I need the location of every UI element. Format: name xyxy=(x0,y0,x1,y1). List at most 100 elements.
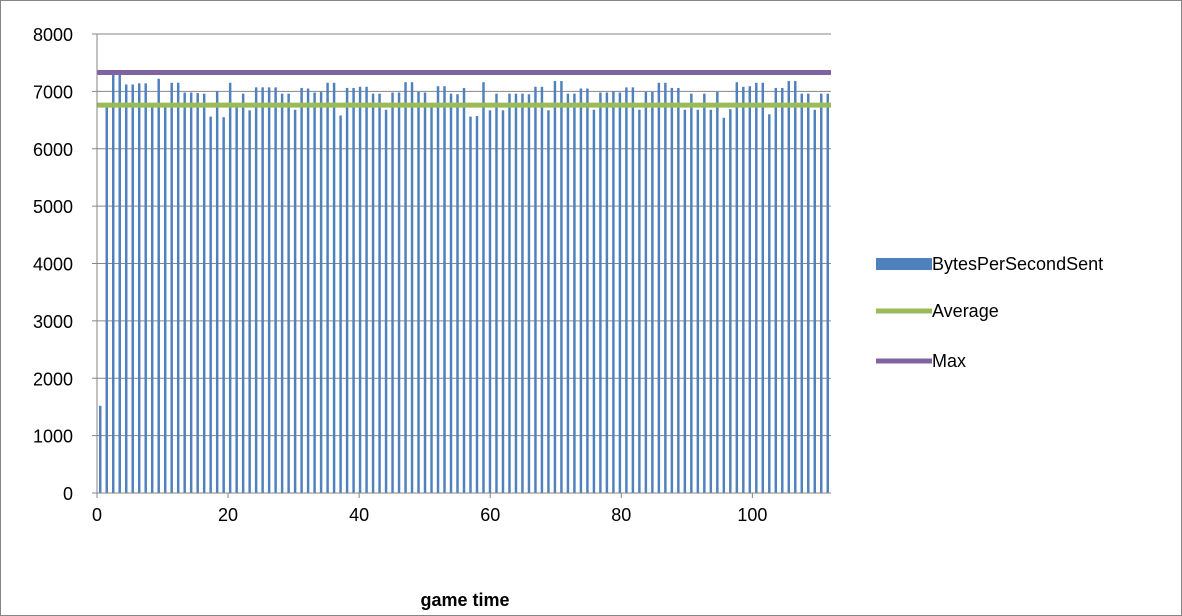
bar xyxy=(794,81,797,494)
x-tick-label: 40 xyxy=(349,505,369,525)
bar xyxy=(813,109,816,494)
x-tick-label: 80 xyxy=(611,505,631,525)
bar xyxy=(423,92,427,494)
bar xyxy=(261,87,264,493)
bar xyxy=(313,92,316,494)
bar xyxy=(599,92,602,494)
bar xyxy=(99,405,102,493)
bar xyxy=(332,82,336,494)
bar xyxy=(358,86,362,493)
bar xyxy=(228,82,232,494)
bar xyxy=(735,82,739,493)
bar xyxy=(144,83,147,493)
bar xyxy=(540,86,544,493)
bar xyxy=(521,93,524,494)
bar xyxy=(677,87,680,494)
bar xyxy=(410,82,414,493)
bar xyxy=(326,82,329,494)
bar xyxy=(157,78,160,493)
bar xyxy=(495,93,498,494)
bar xyxy=(163,104,167,493)
bar xyxy=(443,86,446,494)
bar xyxy=(618,92,622,494)
bar xyxy=(319,91,323,493)
reference-lines xyxy=(97,69,831,108)
legend-label: Max xyxy=(932,351,966,371)
bar xyxy=(644,91,648,493)
legend-label: Average xyxy=(932,301,999,321)
y-tick-label: 7000 xyxy=(33,82,73,102)
bar xyxy=(267,87,271,493)
bar xyxy=(378,93,381,494)
bar xyxy=(209,116,212,494)
bar xyxy=(170,82,173,494)
bar xyxy=(183,92,186,494)
axes xyxy=(92,33,831,498)
bar xyxy=(690,93,693,494)
bar xyxy=(248,110,251,493)
bar xyxy=(456,94,459,494)
bar xyxy=(222,117,225,493)
bar xyxy=(254,87,258,493)
bar xyxy=(293,109,297,494)
bar xyxy=(384,109,388,494)
bar xyxy=(807,93,810,494)
x-tick-labels: 0 20 40 60 80 100 xyxy=(92,505,767,525)
bar xyxy=(202,93,206,494)
bar xyxy=(703,93,706,494)
bar xyxy=(196,93,199,493)
y-tick-labels: 0 1000 2000 3000 4000 5000 6000 7000 8000 xyxy=(33,25,73,504)
bar xyxy=(534,86,537,493)
legend-swatch-bar xyxy=(876,258,932,270)
bar xyxy=(787,81,791,494)
bar xyxy=(560,81,563,494)
bar xyxy=(430,103,433,493)
bar xyxy=(235,104,238,493)
y-tick-label: 0 xyxy=(63,484,73,504)
y-tick-label: 3000 xyxy=(33,312,73,332)
bar xyxy=(625,87,628,493)
bar xyxy=(482,82,485,493)
bar xyxy=(664,82,667,494)
bar xyxy=(631,87,635,493)
bar xyxy=(553,81,557,494)
y-tick-label: 5000 xyxy=(33,197,73,217)
bar xyxy=(339,115,342,493)
bar xyxy=(436,86,440,494)
bar xyxy=(105,105,108,494)
bar xyxy=(352,87,355,494)
bar xyxy=(137,83,141,493)
bar xyxy=(131,84,134,494)
bar xyxy=(462,87,466,494)
bar xyxy=(176,82,180,494)
bar xyxy=(404,82,407,493)
bar xyxy=(800,93,804,494)
bar xyxy=(241,93,245,494)
bar xyxy=(215,91,219,493)
bar xyxy=(696,109,700,494)
bar xyxy=(638,109,641,494)
bar xyxy=(709,109,713,494)
bar xyxy=(112,74,115,493)
bar xyxy=(820,93,823,494)
bar xyxy=(547,110,550,493)
bar xyxy=(742,86,745,493)
bar xyxy=(781,87,784,494)
y-tick-label: 4000 xyxy=(33,255,73,275)
y-tick-label: 8000 xyxy=(33,25,73,45)
bar xyxy=(774,87,778,494)
bar xyxy=(826,93,829,494)
bar xyxy=(566,93,570,494)
bar xyxy=(612,91,615,493)
bar xyxy=(118,73,121,493)
x-tick-label: 60 xyxy=(480,505,500,525)
bar xyxy=(280,93,284,494)
bar xyxy=(391,92,394,494)
x-tick-label: 100 xyxy=(737,505,767,525)
bar xyxy=(274,87,277,493)
bar xyxy=(300,87,303,494)
bar xyxy=(651,91,654,493)
bar xyxy=(579,88,583,493)
y-tick-label: 2000 xyxy=(33,369,73,389)
